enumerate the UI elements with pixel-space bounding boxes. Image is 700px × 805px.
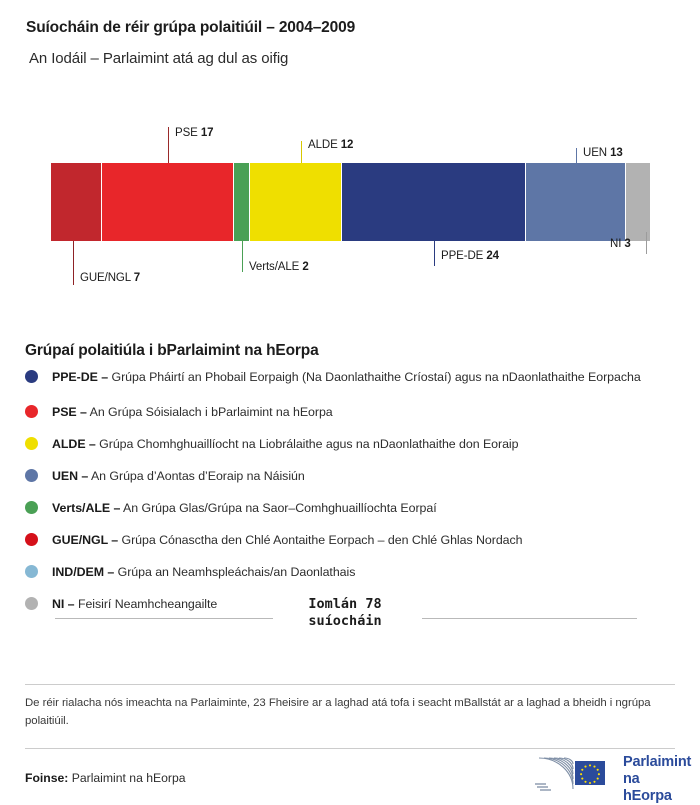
leader-line-gue-ngl [73,241,74,285]
bar-segment-ppe-de[interactable] [342,163,526,241]
callout-ppe-de: PPE-DE 24 [441,250,499,262]
bar-track [51,163,650,241]
callout-alde: ALDE 12 [308,139,353,151]
total-seats-line1: Iomlán 78 [308,596,382,612]
legend-desc-ind-dem: Grúpa an Neamhspleáchais/an Daonlathais [117,565,356,579]
bar-segment-ni[interactable] [626,163,650,241]
legend-desc-uen: An Grúpa d’Aontas d’Eoraip na Náisiún [90,469,305,483]
legend-color-swatch-ppe-de [25,370,38,383]
legend-color-swatch-uen [25,469,38,482]
callout-verts-ale: Verts/ALE 2 [249,261,309,273]
legend-color-swatch-verts-ale [25,501,38,514]
total-seats-line2: suíocháin [308,613,382,629]
legend-text-pse: PSE – An Grúpa Sóisialach i bParlaimint … [52,403,333,422]
callout-uen-abbr: UEN [583,147,607,159]
bar-segment-uen[interactable] [526,163,626,241]
callout-alde-abbr: ALDE [308,139,338,151]
footnote-divider-top [25,684,675,685]
leader-line-ppe-de [434,241,435,266]
bar-segment-alde[interactable] [250,163,342,241]
legend-abbr-ni: NI – [52,597,75,611]
page-subtitle: An Iodáil – Parlaimint atá ag dul as oif… [29,50,289,67]
callout-ppe-de-value: 24 [486,250,499,262]
legend-text-verts-ale: Verts/ALE – An Grúpa Glas/Grúpa na Saor–… [52,499,437,518]
legend-text-alde: ALDE – Grúpa Chomhghuaillíocht na Liobrá… [52,435,519,454]
leader-line-alde [301,141,302,163]
callout-pse: PSE 17 [175,127,214,139]
legend-desc-ni: Feisirí Neamhcheangailte [77,597,218,611]
european-parliament-logo: Parlaimint na hEorpa [533,751,691,804]
callout-gue-ngl-abbr: GUE/NGL [80,272,131,284]
callout-pse-abbr: PSE [175,127,198,139]
callout-pse-value: 17 [200,127,214,139]
legend-list: PPE-DE – Grúpa Pháirtí an Phobail Eorpai… [25,368,675,627]
legend-desc-ppe-de: Grúpa Pháirtí an Phobail Eorpaigh (Na Da… [111,370,641,384]
legend-text-uen: UEN – An Grúpa d’Aontas d’Eoraip na Náis… [52,467,305,486]
legend-abbr-gue-ngl: GUE/NGL – [52,533,119,547]
legend-item-uen[interactable]: UEN – An Grúpa d’Aontas d’Eoraip na Náis… [25,467,675,486]
logo-line-2: na hEorpa [623,771,672,804]
hemicycle-icon [535,757,605,791]
legend-item-ni[interactable]: NI – Feisirí Neamhcheangailte [25,595,675,614]
callout-alde-value: 12 [340,139,354,151]
callout-verts-ale-abbr: Verts/ALE [249,261,300,273]
legend-text-gue-ngl: GUE/NGL – Grúpa Cónasctha den Chlé Aonta… [52,531,523,550]
logo-wordmark: Parlaimint na hEorpa [623,754,691,805]
legend-desc-pse: An Grúpa Sóisialach i bParlaimint na hEo… [89,405,333,419]
legend-desc-gue-ngl: Grúpa Cónasctha den Chlé Aontaithe Eorpa… [121,533,523,547]
legend-color-swatch-alde [25,437,38,450]
legend-item-verts-ale[interactable]: Verts/ALE – An Grúpa Glas/Grúpa na Saor–… [25,499,675,518]
divider-right [422,618,637,619]
legend-color-swatch-gue-ngl [25,533,38,546]
callout-gue-ngl: GUE/NGL 7 [80,272,140,284]
callout-ni-value: 3 [624,238,631,250]
callout-uen: UEN 13 [583,147,623,159]
source-label: Foinse: [25,771,69,785]
legend-color-swatch-ni [25,597,38,610]
callout-ppe-de-abbr: PPE-DE [441,250,484,262]
bar-segment-gue-ngl[interactable] [51,163,102,241]
legend-text-ind-dem: IND/DEM – Grúpa an Neamhspleáchais/an Da… [52,563,355,582]
footnote-divider-bottom [25,748,675,749]
legend-item-gue-ngl[interactable]: GUE/NGL – Grúpa Cónasctha den Chlé Aonta… [25,531,675,550]
leader-line-pse [168,127,169,163]
legend-abbr-uen: UEN – [52,469,89,483]
callout-verts-ale-value: 2 [302,261,309,273]
callout-ni-abbr: NI [610,238,622,250]
legend-color-swatch-pse [25,405,38,418]
stacked-bar-chart: PSE 17 ALDE 12 UEN 13 GUE/NGL 7 Verts/AL… [0,0,700,300]
callout-ni: NI 3 [610,238,631,250]
legend-item-ppe-de[interactable]: PPE-DE – Grúpa Pháirtí an Phobail Eorpai… [25,368,675,387]
leader-line-ni [646,232,647,254]
total-seats-row: Iomlán 78 suíocháin [0,296,700,629]
legend-item-ind-dem[interactable]: IND/DEM – Grúpa an Neamhspleáchais/an Da… [25,563,675,582]
source-line: Foinse: Parlaimint na hEorpa [25,771,186,785]
page-title: Suíocháin de réir grúpa polaitiúil – 200… [26,19,356,36]
legend-abbr-ind-dem: IND/DEM – [52,565,115,579]
source-value: Parlaimint na hEorpa [71,771,186,785]
legend-text-ni: NI – Feisirí Neamhcheangailte [52,595,217,614]
legend-text-ppe-de: PPE-DE – Grúpa Pháirtí an Phobail Eorpai… [52,368,641,387]
legend-abbr-verts-ale: Verts/ALE – [52,501,121,515]
callout-uen-value: 13 [610,147,623,159]
legend-abbr-pse: PSE – [52,405,87,419]
legend-abbr-ppe-de: PPE-DE – [52,370,109,384]
legend-item-pse[interactable]: PSE – An Grúpa Sóisialach i bParlaimint … [25,403,675,422]
bar-segment-verts-ale[interactable] [234,163,250,241]
legend-color-swatch-ind-dem [25,565,38,578]
divider-left [55,618,273,619]
legend-desc-verts-ale: An Grúpa Glas/Grúpa na Saor–Comhghuaillí… [123,501,437,515]
legend-abbr-alde: ALDE – [52,437,96,451]
legend-heading: Grúpaí polaitiúla i bParlaimint na hEorp… [25,342,319,359]
leader-line-verts-ale [242,241,243,272]
legend-desc-alde: Grúpa Chomhghuaillíocht na Liobrálaithe … [99,437,519,451]
leader-line-uen [576,148,577,163]
bar-segment-pse[interactable] [102,163,234,241]
legend-item-alde[interactable]: ALDE – Grúpa Chomhghuaillíocht na Liobrá… [25,435,675,454]
total-seats: Iomlán 78 suíocháin [275,596,415,630]
callout-gue-ngl-value: 7 [133,272,141,284]
footnote-text: De réir rialacha nós imeachta na Parlaim… [25,697,651,727]
logo-line-1: Parlaimint [623,754,692,770]
